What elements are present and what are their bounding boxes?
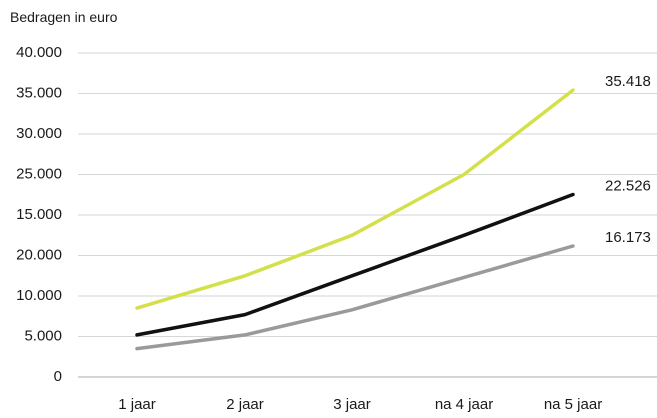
y-tick-label: 20.000 (16, 246, 62, 263)
x-tick-labels: 1 jaar 2 jaar 3 jaar na 4 jaar na 5 jaar (118, 396, 602, 413)
y-tick-label: 0 (54, 368, 62, 385)
x-tick-label: 3 jaar (333, 396, 371, 413)
data-label: 35.418 (605, 73, 651, 90)
y-tick-label: 25.000 (16, 165, 62, 182)
x-tick-label: na 5 jaar (544, 396, 602, 413)
x-tick-label: 2 jaar (226, 396, 264, 413)
y-tick-label: 15.000 (16, 206, 62, 223)
data-label: 22.526 (605, 178, 651, 195)
series-line (135, 88, 575, 310)
y-axis-label: Bedragen in euro (10, 9, 118, 25)
series-line (135, 244, 575, 351)
y-tick-labels: 0 5.000 10.000 20.000 15.000 25.000 30.000 35.0… (16, 44, 62, 385)
end-labels: 35.418 22.526 16.173 (605, 73, 651, 246)
y-tick-label: 40.000 (16, 44, 62, 61)
y-tick-label: 5.000 (24, 327, 62, 344)
x-tick-label: na 4 jaar (435, 396, 493, 413)
y-tick-label: 30.000 (16, 125, 62, 142)
x-tick-label: 1 jaar (118, 396, 156, 413)
y-tick-label: 10.000 (16, 287, 62, 304)
series-line (135, 192, 575, 337)
y-tick-label: 35.000 (16, 84, 62, 101)
data-label: 16.173 (605, 229, 651, 246)
series-lines (135, 88, 575, 351)
